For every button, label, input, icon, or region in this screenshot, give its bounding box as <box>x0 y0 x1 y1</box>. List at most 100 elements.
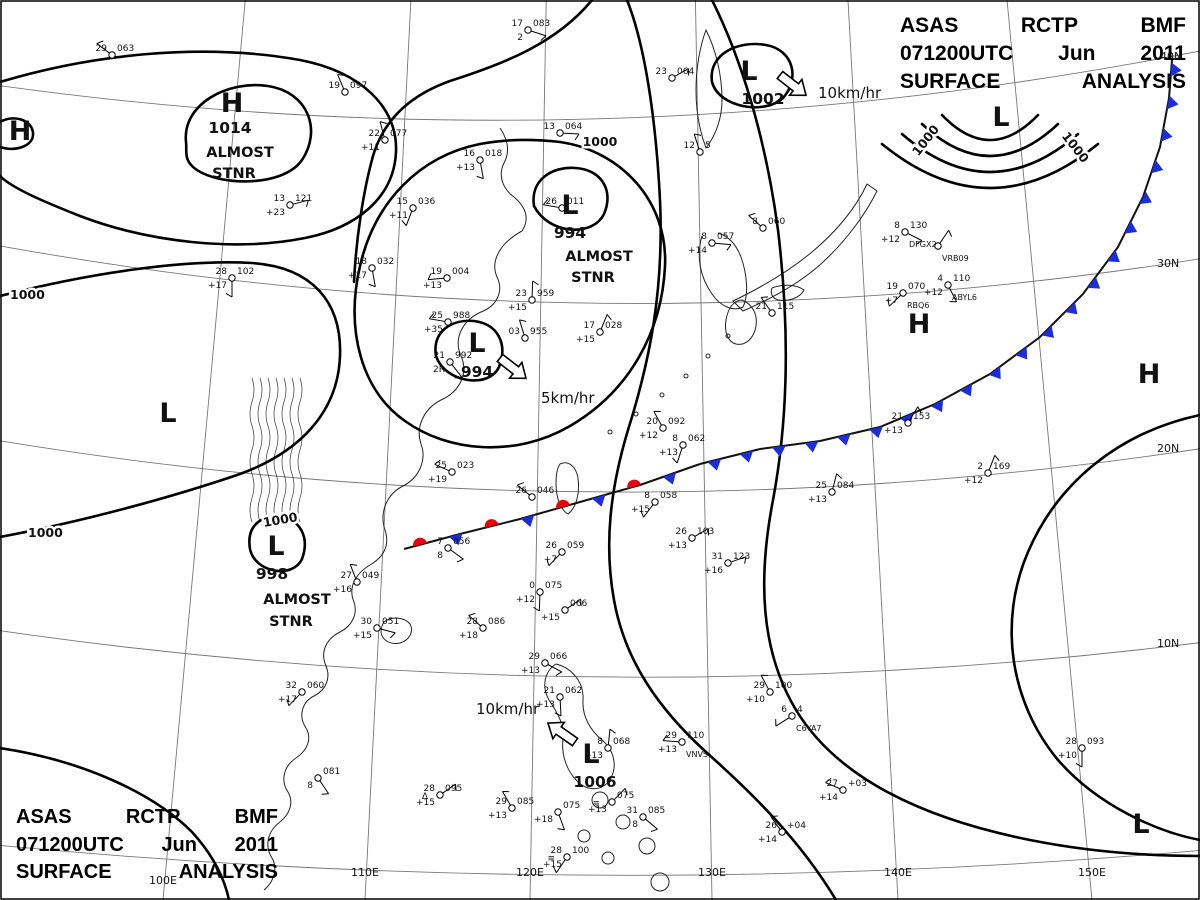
wind-barb-tick <box>519 319 527 322</box>
title-word: BMF <box>234 806 278 829</box>
station-plot: 17 083 2 <box>512 19 551 43</box>
station-weather-symbol: Δ <box>422 792 429 802</box>
station-temp: 17 <box>584 321 595 331</box>
cold-front-marker <box>707 458 722 471</box>
station-dewpoint: +15 <box>353 631 372 641</box>
wind-barb-tick <box>770 815 778 818</box>
station-dewpoint: +12 <box>639 431 658 441</box>
station-circle <box>678 738 686 746</box>
station-dewpoint: +13 <box>659 448 678 458</box>
station-temp: 15 <box>397 197 408 207</box>
station-pressure: 058 <box>660 491 677 501</box>
arrow-shape <box>776 70 808 97</box>
grid-labels: 100E 110E 120E 130E 140E 150E 40N 30N 20N 10N <box>149 50 1182 887</box>
station-pressure: 110 <box>687 731 704 741</box>
station-circle <box>314 774 322 782</box>
pressure-system-l: L <box>1132 809 1149 840</box>
cold-front <box>699 59 1182 471</box>
station-plot: 081 8 <box>307 767 340 795</box>
station-pressure: 075 <box>545 581 562 591</box>
station-circle <box>659 424 667 432</box>
station-plot: 03 955 <box>509 319 547 342</box>
station-pressure: 097 <box>350 81 367 91</box>
station-pressure: 084 <box>837 481 854 491</box>
station-pressure: 062 <box>688 434 705 444</box>
movement-note: STNR <box>571 270 615 286</box>
wind-barb <box>907 233 923 242</box>
wind-barb-tick <box>609 728 616 734</box>
station-temp: 0 <box>529 581 535 591</box>
station-dewpoint: +15 <box>541 613 560 623</box>
wind-barb <box>530 30 547 37</box>
station-dewpoint: +13 <box>488 811 507 821</box>
station-temp: 18 <box>356 257 368 267</box>
wind-barb-tick <box>390 632 396 639</box>
station-temp: 26 <box>766 821 778 831</box>
station-pressure: 023 <box>457 461 474 471</box>
station-plot: 8 130 +12 DFGX2 <box>881 221 937 249</box>
station-dewpoint: +12 <box>881 235 900 245</box>
station-dewpoint: +15 <box>576 335 595 345</box>
wind-barb <box>770 816 781 830</box>
station-plot: 19 070 +7 RBQ6 <box>885 282 930 310</box>
station-dewpoint: +15 <box>416 798 435 808</box>
wind-barb <box>645 818 658 830</box>
station-temp: 25 <box>816 481 827 491</box>
station-circle <box>828 488 836 496</box>
station-circle <box>536 588 544 596</box>
pressure-letter: L <box>561 190 578 221</box>
station-plot: 18 032 +17 <box>348 257 394 288</box>
station-pressure: 102 <box>237 267 254 277</box>
movement-arrows: 10km/hr 5km/hr 10km/hr <box>476 70 882 747</box>
wind-barb-tick <box>917 406 922 414</box>
station-plot: 28 095 +15Δ <box>416 783 462 808</box>
station-circle <box>688 534 696 542</box>
station-id: VRB09 <box>942 254 969 263</box>
wind-barb-tick <box>994 454 1000 462</box>
wind-barb-tick <box>650 828 658 833</box>
longitude-label: 110E <box>351 866 379 879</box>
wind-barb <box>760 297 771 311</box>
wind-barb-tick <box>574 133 580 141</box>
station-temp: 17 <box>512 19 523 29</box>
pressure-value: 994 <box>461 363 494 381</box>
station-circle <box>788 712 796 720</box>
wind-barb <box>676 447 683 464</box>
wind-barb-tick <box>368 283 376 288</box>
wind-barb-tick <box>761 296 769 298</box>
station-circle <box>554 808 562 816</box>
station-circle <box>528 296 536 304</box>
station-pressure: 051 <box>382 617 399 627</box>
station-temp: 25 <box>432 311 443 321</box>
station-circle <box>563 853 571 861</box>
wind-barb <box>379 121 385 138</box>
station-plot: 21 992 2R <box>433 351 472 379</box>
wind-barb <box>613 787 626 801</box>
station-dewpoint: +12 <box>516 595 535 605</box>
station-pressure: 992 <box>455 351 472 361</box>
wind-barb-tick <box>350 563 358 566</box>
wind-barb <box>567 598 581 609</box>
wind-barb <box>442 783 456 794</box>
station-circle <box>228 274 236 282</box>
station-circle <box>479 624 487 632</box>
title-word: SURFACE <box>16 860 112 883</box>
station-dewpoint: +35 <box>424 325 443 335</box>
station-plot: 2 169 +12 <box>964 454 1010 486</box>
wind-barb-tick <box>887 299 890 307</box>
title-word: SURFACE <box>900 69 1001 93</box>
station-circle <box>608 798 616 806</box>
station-pressure: 066 <box>570 599 587 609</box>
pressure-value: 1014 <box>208 119 251 137</box>
station-dewpoint: 8 <box>632 820 638 830</box>
cold-front-marker <box>591 494 606 507</box>
wind-barb-tick <box>542 199 549 206</box>
station-dewpoint: +10 <box>746 695 765 705</box>
longitude-label: 150E <box>1078 866 1106 879</box>
station-plot: 26 +04 +14 <box>758 815 806 845</box>
pressure-letter: L <box>1132 809 1149 840</box>
station-dewpoint: +23 <box>266 208 285 218</box>
station-circle <box>934 242 942 250</box>
wind-barb-tick <box>286 698 290 706</box>
station-circle <box>766 688 774 696</box>
